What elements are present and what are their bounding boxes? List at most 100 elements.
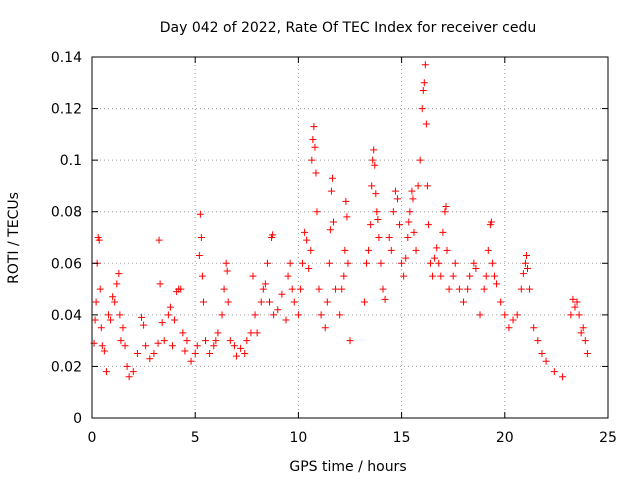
data-point <box>183 337 191 345</box>
x-tick-label: 25 <box>599 430 617 446</box>
data-point <box>313 208 321 216</box>
data-point <box>369 156 377 164</box>
data-point <box>336 311 344 319</box>
data-point <box>286 259 294 267</box>
data-point <box>409 195 417 203</box>
data-point <box>253 329 261 337</box>
data-point <box>312 169 320 177</box>
data-point <box>419 87 427 95</box>
data-point <box>400 272 408 280</box>
data-point <box>191 350 199 358</box>
data-point <box>168 342 176 350</box>
data-point <box>288 285 296 293</box>
data-point <box>484 246 492 254</box>
data-point <box>581 337 589 345</box>
data-point <box>171 316 179 324</box>
data-point <box>116 311 124 319</box>
data-point <box>181 347 189 355</box>
data-point <box>449 272 457 280</box>
data-point <box>212 337 220 345</box>
data-point <box>226 337 234 345</box>
data-point <box>371 161 379 169</box>
data-point <box>509 316 517 324</box>
data-point <box>119 324 127 332</box>
data-point <box>232 352 240 360</box>
data-point <box>278 290 286 298</box>
data-point <box>404 234 412 241</box>
data-point <box>164 311 172 319</box>
data-point <box>501 311 509 319</box>
data-point <box>360 298 368 306</box>
data-point <box>299 259 307 267</box>
data-point <box>538 350 546 358</box>
x-tick-label: 20 <box>496 430 514 446</box>
data-point <box>374 215 382 223</box>
data-point <box>445 285 453 293</box>
data-point <box>274 306 282 314</box>
data-point <box>423 182 431 190</box>
data-point <box>575 311 583 319</box>
data-point <box>577 329 585 337</box>
data-point <box>408 187 416 195</box>
data-point <box>91 316 99 324</box>
data-point <box>261 280 269 288</box>
data-point <box>328 174 336 182</box>
data-point <box>121 342 129 350</box>
chart-title: Day 042 of 2022, Rate Of TEC Index for r… <box>160 20 536 36</box>
data-point <box>105 311 113 319</box>
data-point <box>155 236 163 244</box>
data-point <box>571 303 579 311</box>
data-point <box>497 298 505 306</box>
y-tick-label: 0.12 <box>51 102 82 118</box>
data-point <box>270 311 278 319</box>
data-point <box>341 246 349 254</box>
data-points <box>90 61 591 381</box>
data-point <box>202 337 210 345</box>
data-point <box>517 285 525 293</box>
data-point <box>329 218 337 226</box>
data-point <box>342 197 350 205</box>
data-point <box>321 324 329 332</box>
data-point <box>426 259 434 267</box>
data-point <box>410 228 418 236</box>
data-point <box>158 319 166 327</box>
data-point <box>393 195 401 203</box>
data-point <box>433 244 441 252</box>
data-point <box>524 264 532 272</box>
data-point <box>416 156 424 164</box>
data-point <box>113 280 121 288</box>
data-point <box>375 234 383 241</box>
data-point <box>367 221 375 229</box>
data-point <box>247 329 255 337</box>
data-point <box>311 143 319 151</box>
data-point <box>332 285 340 293</box>
data-point <box>241 350 249 358</box>
data-point <box>441 208 449 216</box>
data-point <box>214 329 222 337</box>
data-point <box>160 337 168 345</box>
data-point <box>466 272 474 280</box>
data-point <box>284 272 292 280</box>
y-tick-label: 0.14 <box>51 50 82 66</box>
data-point <box>117 337 125 345</box>
data-point <box>521 259 529 267</box>
data-point <box>301 228 309 236</box>
data-point <box>323 298 331 306</box>
data-point <box>263 259 271 267</box>
data-point <box>210 342 218 350</box>
data-point <box>317 311 325 319</box>
x-tick-label: 10 <box>289 430 307 446</box>
data-point <box>435 259 443 267</box>
data-point <box>389 208 397 216</box>
data-point <box>482 272 490 280</box>
data-point <box>237 344 245 352</box>
data-point <box>534 337 542 345</box>
data-point <box>451 259 459 267</box>
data-point <box>365 246 373 254</box>
data-point <box>309 136 317 144</box>
data-point <box>381 295 389 303</box>
data-point <box>346 337 354 345</box>
data-point <box>220 285 228 293</box>
data-point <box>325 259 333 267</box>
